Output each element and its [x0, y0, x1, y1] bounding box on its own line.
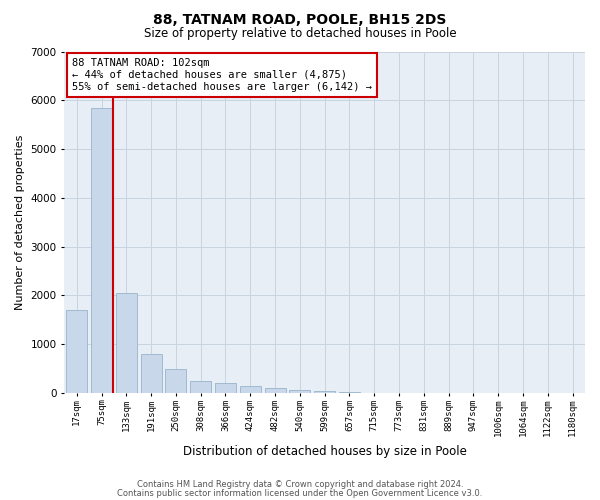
Bar	[166, 369, 187, 393]
Bar	[314, 392, 335, 393]
Bar	[140, 354, 161, 393]
Bar	[289, 390, 310, 393]
Bar	[190, 381, 211, 393]
X-axis label: Distribution of detached houses by size in Poole: Distribution of detached houses by size …	[183, 444, 467, 458]
Text: Contains HM Land Registry data © Crown copyright and database right 2024.: Contains HM Land Registry data © Crown c…	[137, 480, 463, 489]
Bar	[215, 384, 236, 393]
Bar	[240, 386, 261, 393]
Bar	[116, 293, 137, 393]
Text: Contains public sector information licensed under the Open Government Licence v3: Contains public sector information licen…	[118, 488, 482, 498]
Text: 88, TATNAM ROAD, POOLE, BH15 2DS: 88, TATNAM ROAD, POOLE, BH15 2DS	[154, 12, 446, 26]
Text: 88 TATNAM ROAD: 102sqm
← 44% of detached houses are smaller (4,875)
55% of semi-: 88 TATNAM ROAD: 102sqm ← 44% of detached…	[72, 58, 372, 92]
Y-axis label: Number of detached properties: Number of detached properties	[15, 134, 25, 310]
Bar	[339, 392, 360, 393]
Bar	[66, 310, 87, 393]
Bar	[265, 388, 286, 393]
Bar	[91, 108, 112, 393]
Text: Size of property relative to detached houses in Poole: Size of property relative to detached ho…	[143, 28, 457, 40]
